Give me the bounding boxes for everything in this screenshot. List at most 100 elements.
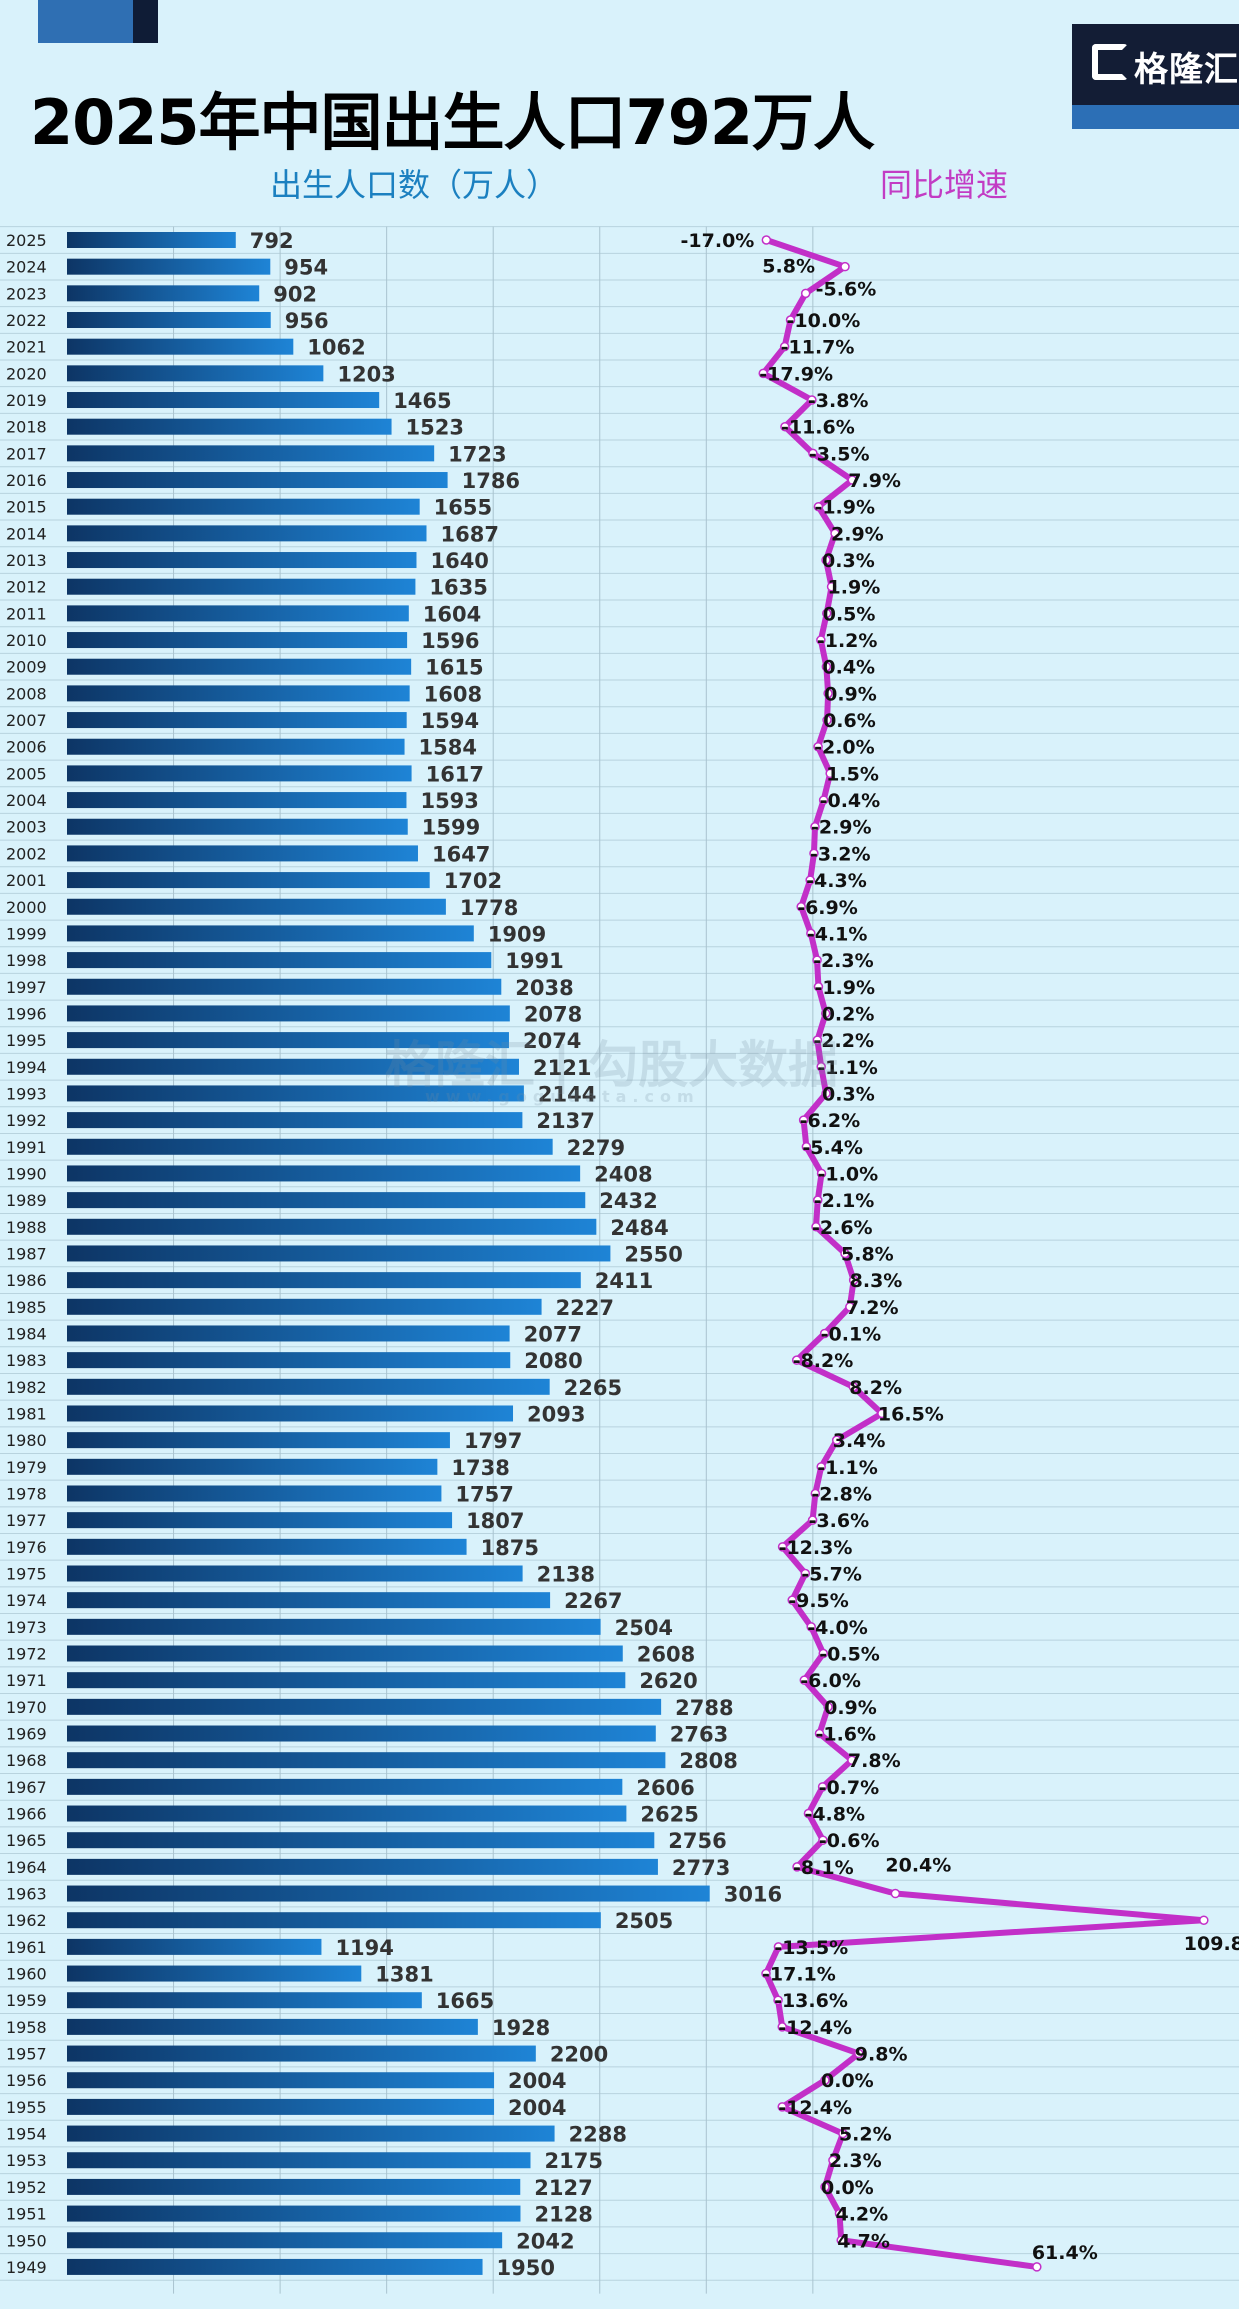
growth-point [801,1142,812,1152]
growth-value-label: 2.3% [829,2150,882,2172]
growth-point [819,1328,830,1339]
bar [67,845,418,862]
bar-value-label: 792 [250,229,294,253]
year-label: 2013 [6,551,47,570]
bar-value-label: 2077 [524,1322,582,1346]
growth-value-label: -4.3% [806,870,867,892]
bar-value-label: 2004 [508,2096,566,2120]
growth-point [816,635,826,645]
growth-point [825,768,835,779]
year-label: 1949 [6,2258,47,2277]
bar-value-label: 2763 [670,1723,728,1747]
year-label: 1950 [6,2231,47,2250]
bar-value-label: 2004 [508,2069,566,2093]
bar [67,952,492,969]
year-label: 2008 [6,684,47,703]
growth-point [817,1782,828,1792]
year-label: 1985 [6,1298,47,1317]
year-label: 1975 [6,1565,47,1584]
growth-value-label: 1.5% [826,763,879,785]
year-label: 2015 [6,498,47,517]
growth-point [813,982,824,992]
bar [67,1085,524,1102]
growth-value-label: -1.0% [818,1163,879,1185]
year-label: 2020 [6,364,47,383]
year-label: 1956 [6,2071,47,2090]
growth-point [820,2075,830,2085]
bar-value-label: 2432 [599,1189,657,1213]
bar [67,1885,710,1902]
bar-value-label: 2484 [610,1216,668,1240]
growth-point [813,501,824,512]
growth-value-label: 2.9% [831,523,884,545]
year-label: 1973 [6,1618,47,1637]
bar-value-label: 1786 [462,469,520,493]
growth-point [834,2208,845,2219]
bar-value-label: 1608 [424,682,482,706]
year-label: 1978 [6,1484,47,1503]
watermark: 格隆汇 | 勾股大数据 www.gogudata.com [385,1025,838,1106]
bar-value-label: 2550 [624,1242,682,1266]
growth-value-label: -12.4% [778,2097,852,2119]
growth-point [800,1568,811,1579]
growth-point [761,1968,771,1979]
growth-value-label: 7.9% [848,470,901,492]
bar-value-label: 2808 [679,1749,737,1773]
growth-point [761,235,772,245]
growth-value-label: -5.7% [801,1564,862,1586]
bar-value-label: 902 [273,282,317,306]
bar [67,1352,511,1369]
growth-value-label: -0.1% [821,1323,882,1345]
growth-point [806,1622,816,1632]
year-label: 1962 [6,1911,47,1930]
year-label: 2003 [6,818,47,837]
bar-value-label: 1950 [497,2256,555,2280]
bar [67,418,392,435]
growth-point [816,1462,826,1472]
growth-point [831,1435,842,1445]
bar [67,1565,523,1582]
bar-value-label: 1928 [492,2016,550,2040]
growth-point [806,928,816,939]
page-title: 2025年中国出生人口792万人 [30,86,875,159]
year-label: 1966 [6,1805,47,1824]
growth-point [847,1755,857,1765]
bar-value-label: 1757 [455,1482,513,1506]
growth-value-label: -17.9% [759,363,833,385]
year-label: 1960 [6,1965,47,1984]
bar [67,1618,601,1635]
growth-point [812,955,822,965]
year-label: 1989 [6,1191,47,1210]
growth-value-label: -13.5% [774,1937,848,1959]
growth-point [791,1355,802,1365]
growth-value-label: -6.2% [800,1110,861,1132]
growth-value-label: -5.4% [802,1137,863,1159]
bar [67,2045,536,2062]
growth-point [798,1115,809,1125]
bar-value-label: 1599 [422,816,480,840]
bar-value-label: 2606 [636,1776,694,1800]
bar [67,1912,601,1929]
year-label: 1970 [6,1698,47,1717]
bar [67,392,380,409]
growth-value-label: 0.9% [824,683,877,705]
year-label: 1971 [6,1671,47,1690]
growth-point [800,288,811,299]
year-label: 1974 [6,1591,47,1610]
growth-point [787,1595,797,1605]
bar [67,792,407,809]
bar [67,1512,453,1529]
growth-point [854,2048,864,2059]
bar [67,2258,483,2275]
growth-point [848,1275,859,1285]
year-label: 1958 [6,2018,47,2037]
year-label: 1955 [6,2098,47,2117]
bar [67,1245,611,1262]
bar [67,285,260,302]
year-label: 1965 [6,1831,47,1850]
growth-point [828,2155,838,2165]
bar-value-label: 1723 [448,442,506,466]
growth-value-label: -4.8% [804,1804,865,1826]
year-label: 1972 [6,1645,47,1664]
growth-point [796,902,806,912]
